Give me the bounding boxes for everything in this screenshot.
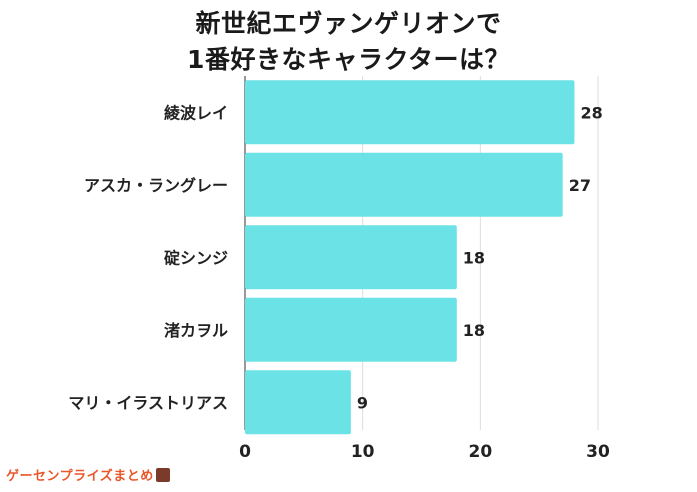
bar-value-label: 9 — [357, 393, 368, 412]
shop-icon — [155, 468, 170, 482]
chart-title-line-2: 1番好きなキャラクターは？ — [187, 45, 510, 74]
bar — [245, 80, 575, 145]
bar — [245, 297, 457, 362]
watermark-logo: ゲーセンプライズまとめ — [6, 465, 170, 484]
x-tick-label: 20 — [468, 442, 492, 462]
category-label: マリ・イラストリアス — [68, 393, 228, 412]
bar-value-label: 18 — [463, 248, 485, 267]
chart-title-line-1: 新世紀エヴァンゲリオンで — [195, 9, 502, 38]
bar — [245, 225, 457, 290]
bar — [245, 370, 351, 435]
bar-value-label: 27 — [569, 176, 591, 195]
bar-value-label: 28 — [580, 103, 602, 122]
x-tick-label: 10 — [351, 442, 375, 462]
category-label: 渚カヲル — [164, 321, 228, 340]
bar-value-label: 18 — [463, 321, 485, 340]
x-tick-label: 0 — [239, 442, 251, 462]
category-label: アスカ・ラングレー — [84, 176, 228, 195]
bar — [245, 152, 563, 217]
x-tick-label: 30 — [586, 442, 610, 462]
category-label: 綾波レイ — [164, 103, 228, 122]
watermark-text: ゲーセンプライズまとめ — [6, 469, 154, 484]
category-label: 碇シンジ — [164, 248, 228, 267]
